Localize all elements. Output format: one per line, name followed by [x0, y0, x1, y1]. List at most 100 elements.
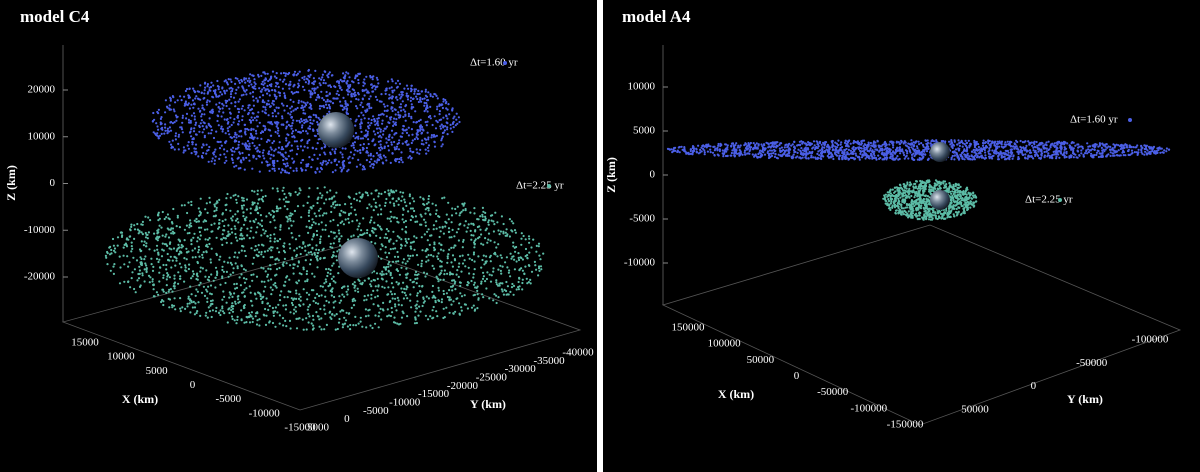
particle	[258, 87, 261, 90]
particle	[252, 74, 255, 77]
particle	[277, 167, 281, 170]
particle	[383, 145, 386, 148]
particle	[242, 237, 246, 240]
particle	[473, 243, 476, 246]
particle	[302, 303, 305, 306]
particle	[281, 87, 284, 90]
particle	[336, 224, 339, 227]
particle	[214, 266, 218, 269]
particle	[517, 258, 521, 262]
particle	[1036, 154, 1040, 157]
particle	[357, 235, 360, 238]
particle	[177, 243, 180, 246]
particle	[225, 140, 228, 143]
particle	[390, 116, 393, 119]
particle	[318, 77, 321, 80]
particle	[416, 137, 419, 140]
y-ticks-label: -100000	[1132, 334, 1169, 346]
particle	[162, 276, 165, 279]
particle	[218, 94, 221, 97]
particle	[388, 87, 391, 90]
particle	[259, 295, 262, 298]
particle	[370, 118, 373, 122]
particle	[239, 130, 242, 133]
particle	[298, 119, 301, 122]
particle	[423, 101, 426, 104]
particle	[365, 326, 368, 329]
particle	[262, 200, 265, 203]
particle	[145, 270, 148, 273]
particle	[177, 135, 180, 138]
particle	[241, 115, 244, 118]
particle	[359, 320, 362, 323]
particle	[310, 166, 313, 169]
particle	[215, 103, 218, 106]
particle	[343, 316, 346, 319]
particle	[118, 282, 122, 285]
particle	[262, 290, 265, 293]
particle	[230, 157, 233, 160]
particle	[184, 266, 187, 269]
particle	[240, 232, 243, 235]
particle	[433, 241, 436, 244]
particle	[317, 93, 320, 97]
particle	[518, 276, 521, 279]
particle	[309, 73, 312, 76]
particle	[198, 124, 201, 127]
particle	[416, 97, 419, 101]
legend-marker	[503, 61, 507, 65]
particle	[122, 254, 125, 257]
particle	[264, 128, 267, 131]
particle	[214, 214, 217, 217]
particle	[145, 233, 148, 236]
particle	[427, 149, 430, 152]
particle	[252, 99, 255, 102]
particle	[182, 151, 185, 154]
particle	[240, 227, 243, 230]
particle	[964, 144, 968, 147]
particle	[407, 126, 410, 129]
particle	[415, 321, 418, 325]
particle	[467, 266, 470, 269]
particle	[269, 146, 272, 149]
particle	[420, 259, 424, 262]
particle	[137, 272, 140, 276]
particle	[308, 127, 312, 130]
particle	[370, 205, 373, 208]
particle	[260, 253, 263, 256]
particle	[155, 257, 159, 260]
particle	[359, 163, 362, 166]
particle	[265, 297, 268, 300]
particle	[295, 153, 298, 156]
particle	[484, 217, 487, 220]
particle	[517, 256, 520, 259]
particle	[435, 119, 438, 122]
particle	[360, 130, 363, 133]
particle	[320, 221, 323, 224]
particle	[224, 281, 227, 285]
particle	[387, 192, 390, 195]
particle	[429, 114, 432, 118]
particle	[318, 82, 321, 85]
particle	[401, 161, 404, 164]
particle	[429, 117, 432, 120]
particle	[435, 94, 438, 97]
particle	[427, 136, 430, 139]
particle	[246, 140, 250, 143]
particle	[336, 327, 339, 331]
particle	[170, 266, 173, 269]
particle	[422, 143, 425, 146]
particle	[461, 254, 464, 257]
particle	[1058, 156, 1061, 159]
particle	[500, 288, 503, 291]
particle	[332, 218, 335, 222]
particle	[373, 160, 376, 163]
particle	[202, 151, 205, 155]
particle	[305, 163, 308, 166]
particle	[311, 253, 314, 256]
particle	[363, 78, 366, 81]
particle	[283, 257, 286, 260]
particle	[239, 159, 243, 162]
particle	[504, 231, 507, 234]
particle	[255, 323, 259, 326]
